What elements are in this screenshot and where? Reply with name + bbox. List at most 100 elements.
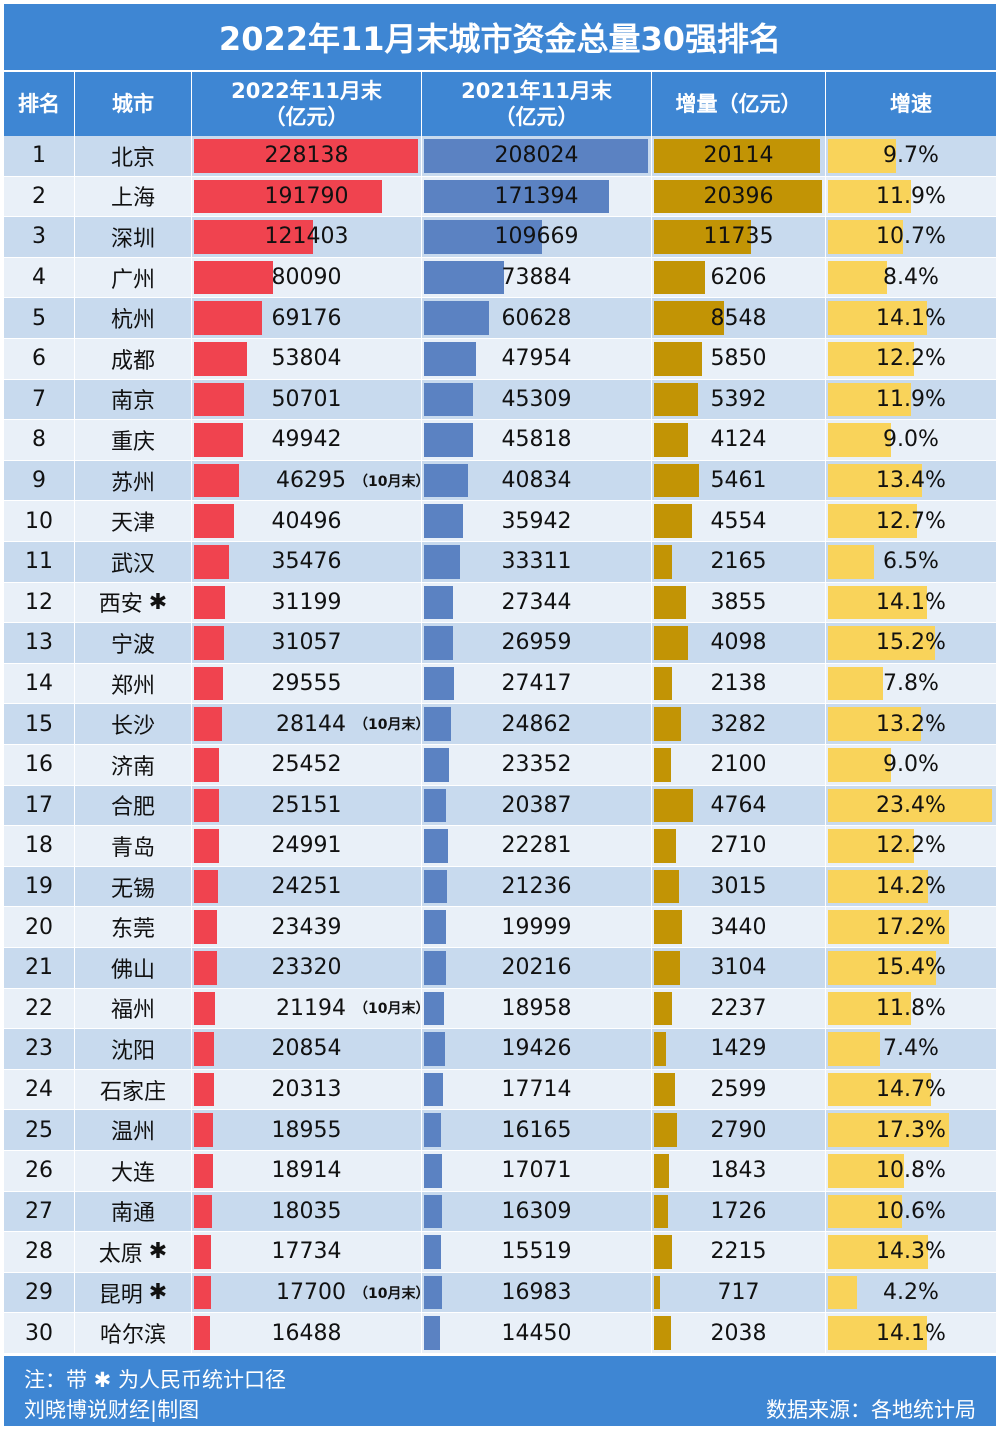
bar-increase [654,1113,677,1147]
increase-value: 4124 [710,427,767,453]
bar-increase [654,585,686,620]
growth-value: 9.7% [883,143,939,169]
increase-value: 4554 [710,508,767,534]
growth-value: 23.4% [876,792,946,818]
city-cell: 郑州 [75,663,192,704]
value-2021: 14450 [501,1320,572,1346]
city-cell: 青岛 [75,826,192,866]
bar-2021 [424,342,476,376]
value-2021-cell: 19426 [422,1029,652,1069]
increase-value: 4764 [710,792,767,818]
city-cell: 温州 [75,1110,192,1150]
bar-2022 [194,1275,212,1310]
value-2022-cell: 46295 （10月末） [192,460,429,501]
bar-growth [828,342,914,376]
city-name: 沈阳 [110,1038,155,1064]
value-2021: 33311 [501,549,572,575]
growth-value: 10.6% [876,1198,946,1224]
increase-cell: 2710 [652,826,826,866]
rank-value: 27 [25,1198,53,1224]
bar-2022 [194,1316,211,1350]
bar-2021 [424,504,463,538]
rank-cell: 10 [4,501,75,541]
increase-cell: 5461 [652,460,826,501]
bar-increase [654,748,672,782]
value-2022-cell: 17700 （10月末） [192,1272,429,1313]
rank-value: 28 [25,1239,53,1265]
city-name: 昆明 [98,1282,143,1308]
bar-growth [828,707,921,741]
city-cell: 无锡 [75,866,192,907]
city-name: 温州 [110,1120,155,1146]
value-2022: 80090 [271,265,342,291]
value-2021: 19426 [501,1036,572,1062]
rank-cell: 1 [4,136,75,176]
growth-cell: 12.7% [826,501,996,541]
period-note: （10月末） [354,473,430,490]
bar-growth [828,179,912,214]
increase-cell: 6206 [652,257,826,298]
value-2021-cell: 16309 [422,1191,652,1232]
rank-value: 21 [25,955,53,981]
value-2021-cell: 21236 [422,866,652,907]
bar-growth [828,220,903,254]
bar-growth [828,1194,903,1229]
rank-value: 9 [32,468,46,494]
increase-cell: 2138 [652,663,826,704]
rank-cell: 15 [4,704,75,744]
value-2022: 228138 [264,143,349,169]
growth-cell: 9.7% [826,136,996,176]
bar-increase [654,1316,671,1350]
increase-value: 3282 [710,711,767,737]
city-name: 南通 [110,1201,155,1227]
increase-cell: 20396 [652,176,826,217]
growth-cell: 14.3% [826,1232,996,1272]
growth-value: 6.5% [883,549,939,575]
city-name: 东莞 [110,917,155,943]
bar-growth [828,869,928,904]
increase-value: 5850 [710,346,767,372]
bar-increase [654,220,751,254]
value-2022: 20313 [271,1077,342,1103]
increase-value: 5461 [710,468,767,494]
value-2021-cell: 60628 [422,298,652,338]
rank-cell: 11 [4,542,75,582]
table-row: 4 广州 80090 73884 6206 8.4% [4,257,996,299]
city-cell: 太原 ✱ [75,1232,192,1272]
bar-2022 [194,869,218,904]
value-2021: 16309 [501,1198,572,1224]
bar-growth [828,666,883,701]
bar-2022 [194,1194,212,1229]
rank-cell: 17 [4,785,75,826]
rank-value: 25 [25,1117,53,1143]
rank-cell: 5 [4,298,75,338]
rank-value: 10 [25,508,53,534]
bar-increase [654,1032,666,1066]
header-increase: 增量（亿元） [652,72,826,136]
rank-cell: 3 [4,217,75,257]
growth-cell: 10.8% [826,1151,996,1191]
value-2021-cell: 20387 [422,785,652,826]
city-name: 上海 [110,186,155,212]
increase-value: 3015 [710,874,767,900]
value-2022: 35476 [271,549,342,575]
bar-increase [654,869,679,904]
bar-2021 [424,423,474,457]
increase-cell: 2165 [652,542,826,582]
rank-cell: 12 [4,582,75,623]
value-2021-cell: 15519 [422,1232,652,1272]
bar-growth [828,1275,858,1310]
growth-cell: 11.9% [826,177,996,217]
rank-cell: 29 [4,1272,75,1313]
bar-2022 [194,545,229,579]
bar-increase [654,626,688,660]
bar-increase [654,1235,673,1269]
header-growth-label: 增速 [890,92,932,116]
growth-value: 17.2% [876,914,946,940]
growth-cell: 14.1% [826,1313,996,1353]
bar-2022 [194,504,234,538]
city-name: 杭州 [110,308,155,334]
value-2022-cell: 23439 [192,907,422,947]
rank-value: 2 [32,183,46,209]
growth-cell: 13.4% [826,461,996,501]
